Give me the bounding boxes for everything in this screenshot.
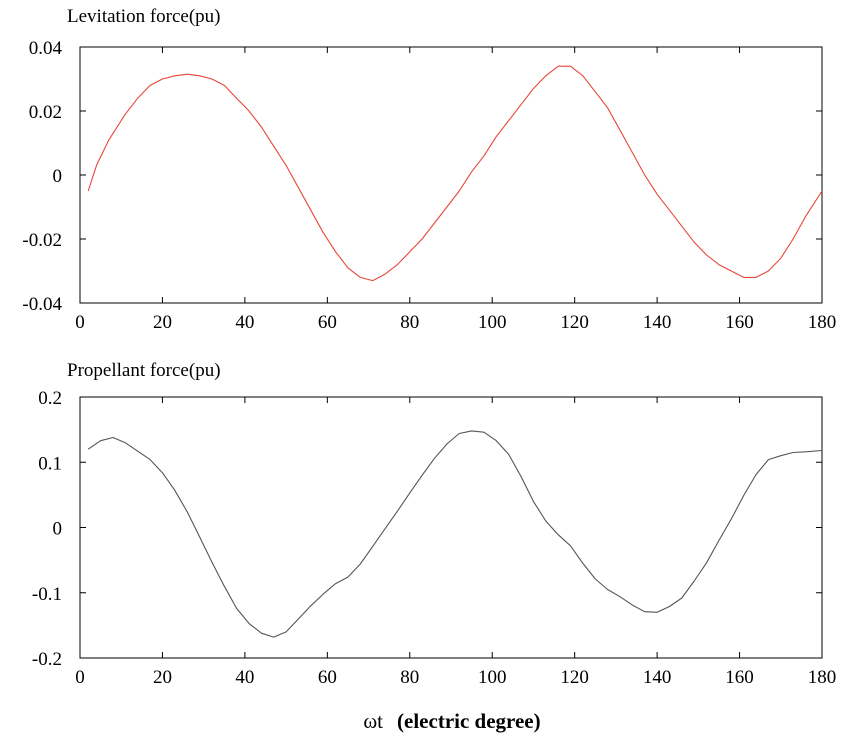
- levitation-x-tick-label: 140: [643, 312, 672, 333]
- propellant-x-tick-label: 140: [643, 667, 672, 688]
- propellant-x-tick-label: 40: [235, 667, 254, 688]
- levitation-x-tick-label: 60: [318, 312, 337, 333]
- levitation-y-tick-label: 0.02: [29, 102, 62, 123]
- levitation-x-tick-label: 180: [808, 312, 837, 333]
- levitation-series-line: [87, 65, 823, 282]
- x-axis-label-symbol: ωt: [363, 709, 383, 733]
- levitation-y-tick-label: -0.04: [22, 294, 62, 315]
- propellant-x-tick-label: 60: [318, 667, 337, 688]
- propellant-y-tick-label: -0.2: [32, 649, 62, 670]
- propellant-x-tick-label: 100: [478, 667, 507, 688]
- levitation-y-tick-label: -0.02: [22, 230, 62, 251]
- x-axis-label-text: (electric degree): [397, 709, 541, 733]
- levitation-y-tick-label: 0.04: [29, 38, 63, 59]
- levitation-x-tick-label: 80: [400, 312, 419, 333]
- levitation-x-tick-label: 120: [560, 312, 589, 333]
- levitation-x-tick-label: 20: [153, 312, 172, 333]
- levitation-x-tick-label: 0: [75, 312, 85, 333]
- levitation-chart-title: Levitation force(pu): [67, 6, 221, 27]
- propellant-x-tick-label: 120: [560, 667, 589, 688]
- propellant-y-tick-label: -0.1: [32, 584, 62, 605]
- levitation-y-tick-label: 0: [53, 166, 63, 187]
- propellant-y-tick-label: 0: [53, 519, 63, 540]
- levitation-plot-frame: [79, 46, 823, 304]
- levitation-x-tick-label: 100: [478, 312, 507, 333]
- propellant-plot-frame: [79, 396, 823, 659]
- levitation-x-tick-label: 40: [235, 312, 254, 333]
- propellant-series-line: [87, 430, 823, 638]
- propellant-force-chart: Propellant force(pu) 0 20 40 60 80 100 120 140 1…: [32, 360, 836, 688]
- x-axis-label: ωt (electric degree): [363, 709, 540, 733]
- levitation-x-tick-label: 160: [725, 312, 754, 333]
- propellant-y-tick-label: 0.1: [38, 453, 62, 474]
- propellant-x-tick-label: 160: [725, 667, 754, 688]
- propellant-y-tick-label: 0.2: [38, 388, 62, 409]
- levitation-force-chart: Levitation force(pu) 0 20 40 60 80 100 120 140 1…: [22, 6, 836, 333]
- propellant-chart-title: Propellant force(pu): [67, 360, 221, 381]
- propellant-x-tick-label: 0: [75, 667, 85, 688]
- propellant-x-tick-label: 80: [400, 667, 419, 688]
- propellant-x-tick-label: 180: [808, 667, 837, 688]
- propellant-x-tick-label: 20: [153, 667, 172, 688]
